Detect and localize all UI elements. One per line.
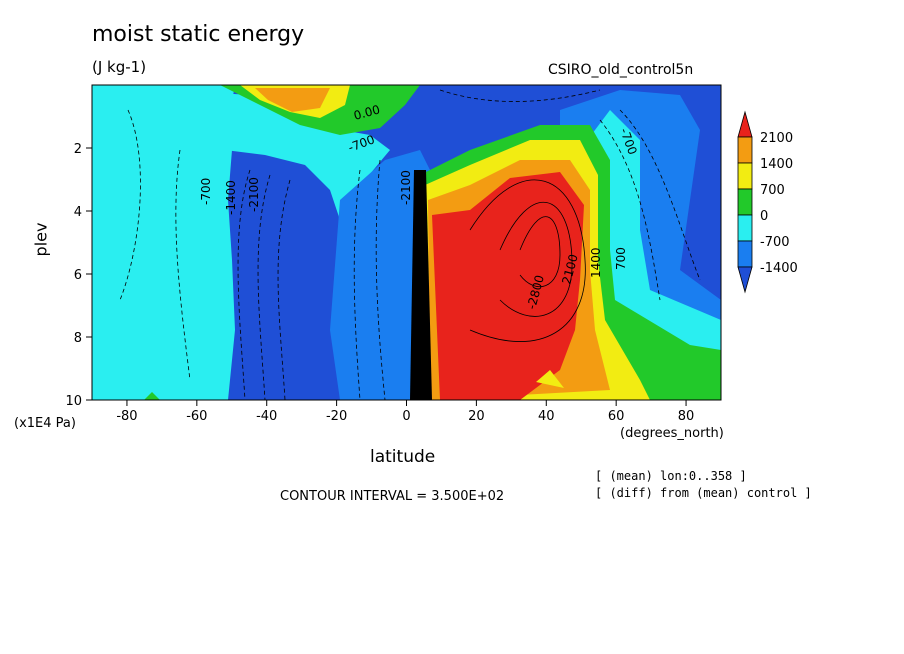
contour-label: -1400 [224, 180, 238, 215]
y-scale-label: (x1E4 Pa) [14, 416, 76, 431]
run-label: CSIRO_old_control5n [548, 62, 694, 78]
colorbar-label: 0 [760, 209, 768, 224]
contour-line [277, 179, 291, 400]
mean-note: [ (mean) lon:0..358 ] [595, 469, 747, 483]
y-tick-label: 8 [74, 331, 82, 346]
contour-interval: CONTOUR INTERVAL = 3.500E+02 [280, 489, 505, 504]
colorbar-label: -700 [760, 235, 790, 250]
contour-line [375, 159, 386, 400]
chart-title: moist static energy [92, 22, 305, 47]
contour-line [469, 179, 586, 342]
contour-line [519, 216, 561, 288]
contour-label: 0.00 [352, 102, 381, 122]
colorbar-swatch [737, 266, 753, 294]
x-tick-label: 80 [678, 409, 695, 424]
y-ticks: 2 4 6 8 10 [65, 142, 92, 409]
x-tick-label: 0 [402, 409, 410, 424]
field-green-patch [144, 392, 160, 400]
x-tick-label: 40 [538, 409, 555, 424]
colorbar-label: 1400 [760, 157, 793, 172]
contour-line [499, 202, 573, 317]
x-tick-label: -20 [326, 409, 347, 424]
contour-line [353, 169, 361, 400]
contour-line [237, 169, 251, 400]
colorbar-label: 700 [760, 183, 785, 198]
x-tick-label: -60 [186, 409, 207, 424]
x-ticks: -80 -60 -40 -20 0 20 40 60 80 [116, 400, 694, 424]
colorbar: 2100 1400 700 0 -700 -1400 [737, 110, 798, 294]
field-yellow-patch [536, 370, 564, 388]
contour-label: 700 [614, 247, 628, 270]
y-tick-label: 2 [74, 142, 82, 157]
chart-units: (J kg-1) [92, 58, 147, 76]
colorbar-swatch [737, 188, 753, 216]
y-tick-label: 6 [74, 268, 82, 283]
field-orange-top [255, 88, 330, 112]
contour-label: 1400 [589, 247, 603, 278]
y-tick-label: 10 [65, 394, 82, 409]
contour-label: -700 [199, 178, 213, 205]
x-tick-label: 20 [468, 409, 485, 424]
colorbar-label: -1400 [760, 261, 798, 276]
colorbar-label: 2100 [760, 131, 793, 146]
colorbar-swatch [737, 110, 753, 138]
colorbar-swatch [737, 214, 753, 242]
contour-line [119, 109, 141, 301]
field-red [432, 172, 584, 400]
contour-line [619, 109, 701, 281]
field-equatorial-contours [410, 170, 432, 400]
contour-line [599, 119, 661, 301]
colorbar-swatch [737, 162, 753, 190]
contour-label: -2100 [399, 170, 413, 205]
x-tick-label: 60 [608, 409, 625, 424]
contour-line [439, 89, 601, 102]
colorbar-swatch [737, 136, 753, 164]
contour-field [92, 85, 721, 400]
field-cyan-south [92, 85, 235, 400]
diff-note: [ (diff) from (mean) control ] [595, 486, 812, 500]
contour-label: -2100 [247, 177, 261, 212]
field-lightblue-mid [330, 150, 430, 400]
colorbar-swatch [737, 240, 753, 268]
contour-line [257, 174, 271, 400]
x-axis-label: latitude [370, 447, 436, 467]
x-tick-label: -80 [116, 409, 137, 424]
x-units-label: (degrees_north) [620, 426, 724, 441]
x-tick-label: -40 [256, 409, 277, 424]
y-tick-label: 4 [74, 205, 82, 220]
